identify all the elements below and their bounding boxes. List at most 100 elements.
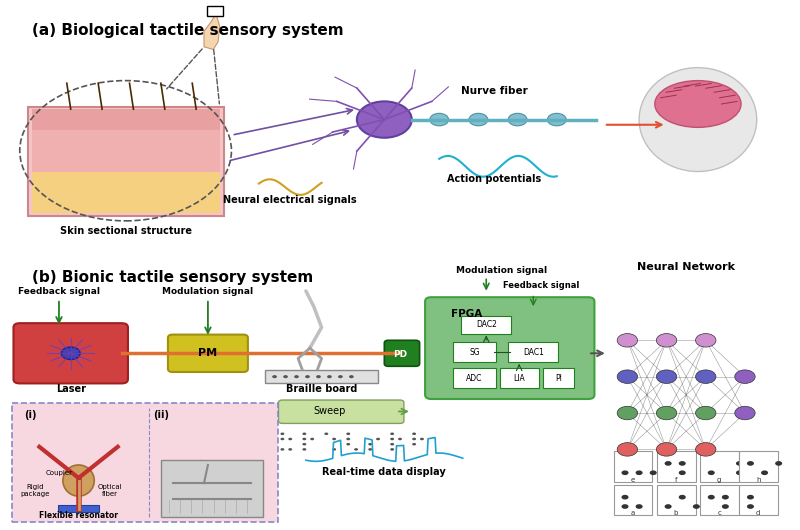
Circle shape	[368, 432, 372, 435]
Circle shape	[617, 443, 638, 456]
Text: f: f	[674, 476, 678, 482]
Circle shape	[695, 443, 716, 456]
Text: ADC: ADC	[466, 374, 482, 383]
Circle shape	[368, 438, 372, 440]
Text: LIA: LIA	[514, 374, 525, 383]
Text: Sweep: Sweep	[314, 407, 346, 417]
Circle shape	[420, 448, 424, 450]
Circle shape	[622, 471, 629, 475]
Circle shape	[272, 375, 277, 378]
Circle shape	[617, 407, 638, 420]
Text: (b) Bionic tactile sensory system: (b) Bionic tactile sensory system	[31, 270, 313, 285]
Circle shape	[736, 471, 743, 475]
Circle shape	[288, 438, 292, 440]
Circle shape	[324, 443, 328, 446]
Circle shape	[302, 438, 306, 440]
Text: Modulation signal: Modulation signal	[162, 287, 254, 296]
FancyBboxPatch shape	[454, 368, 496, 388]
Circle shape	[469, 113, 488, 126]
FancyBboxPatch shape	[508, 342, 558, 362]
Circle shape	[354, 438, 358, 440]
Text: Neural Network: Neural Network	[637, 262, 735, 272]
Text: (a) Biological tactile sensory system: (a) Biological tactile sensory system	[31, 23, 343, 39]
Circle shape	[761, 471, 768, 475]
Text: Coupler: Coupler	[46, 470, 73, 476]
Circle shape	[650, 471, 657, 475]
Circle shape	[324, 438, 328, 440]
Circle shape	[430, 113, 449, 126]
Text: a: a	[630, 510, 635, 516]
Text: (ii): (ii)	[153, 410, 169, 420]
Text: Feedback signal: Feedback signal	[18, 287, 100, 296]
Circle shape	[693, 504, 700, 509]
Circle shape	[722, 495, 729, 499]
Text: h: h	[756, 476, 761, 482]
Circle shape	[708, 471, 714, 475]
FancyBboxPatch shape	[161, 460, 262, 517]
Circle shape	[734, 407, 755, 420]
FancyBboxPatch shape	[58, 505, 99, 512]
Circle shape	[324, 448, 328, 450]
FancyBboxPatch shape	[168, 334, 248, 372]
Text: Neural electrical signals: Neural electrical signals	[223, 195, 357, 205]
FancyBboxPatch shape	[657, 485, 695, 515]
Circle shape	[332, 438, 336, 440]
Circle shape	[695, 370, 716, 383]
Circle shape	[622, 495, 629, 499]
Circle shape	[412, 448, 416, 450]
Text: Flexible resonator: Flexible resonator	[39, 510, 118, 519]
Text: Laser: Laser	[56, 384, 86, 394]
Circle shape	[327, 375, 332, 378]
FancyBboxPatch shape	[739, 451, 778, 482]
Circle shape	[547, 113, 566, 126]
FancyBboxPatch shape	[657, 451, 695, 482]
FancyBboxPatch shape	[14, 323, 128, 383]
FancyBboxPatch shape	[454, 342, 496, 362]
Text: Feedback signal: Feedback signal	[503, 281, 579, 290]
Circle shape	[302, 443, 306, 446]
Circle shape	[349, 375, 354, 378]
FancyBboxPatch shape	[461, 316, 511, 333]
FancyBboxPatch shape	[614, 485, 653, 515]
Text: Modulation signal: Modulation signal	[456, 266, 547, 275]
Circle shape	[695, 333, 716, 347]
Polygon shape	[204, 13, 220, 49]
Circle shape	[747, 495, 754, 499]
FancyBboxPatch shape	[543, 368, 574, 388]
Circle shape	[695, 407, 716, 420]
Circle shape	[622, 504, 629, 509]
Circle shape	[734, 370, 755, 383]
Circle shape	[656, 443, 677, 456]
Circle shape	[665, 461, 672, 466]
Circle shape	[678, 461, 686, 466]
Circle shape	[368, 443, 372, 446]
FancyBboxPatch shape	[27, 107, 224, 216]
Circle shape	[302, 448, 306, 450]
FancyBboxPatch shape	[614, 451, 653, 482]
Text: d: d	[756, 510, 761, 516]
Circle shape	[354, 448, 358, 450]
Circle shape	[678, 471, 686, 475]
Circle shape	[398, 438, 402, 440]
Text: Real-time data display: Real-time data display	[322, 467, 446, 478]
Circle shape	[357, 101, 412, 138]
Ellipse shape	[63, 465, 94, 496]
Circle shape	[281, 438, 284, 440]
Text: FPGA: FPGA	[451, 309, 482, 319]
Circle shape	[62, 347, 80, 359]
Text: Nurve fiber: Nurve fiber	[461, 86, 527, 95]
Circle shape	[736, 461, 743, 466]
Circle shape	[656, 333, 677, 347]
Text: PM: PM	[198, 348, 218, 358]
Ellipse shape	[655, 81, 741, 127]
Circle shape	[656, 407, 677, 420]
Circle shape	[305, 375, 310, 378]
FancyBboxPatch shape	[500, 368, 538, 388]
Circle shape	[310, 448, 314, 450]
Circle shape	[635, 504, 642, 509]
Circle shape	[617, 370, 638, 383]
Circle shape	[346, 438, 350, 440]
FancyBboxPatch shape	[700, 451, 738, 482]
Circle shape	[390, 448, 394, 450]
Text: PI: PI	[555, 374, 562, 383]
